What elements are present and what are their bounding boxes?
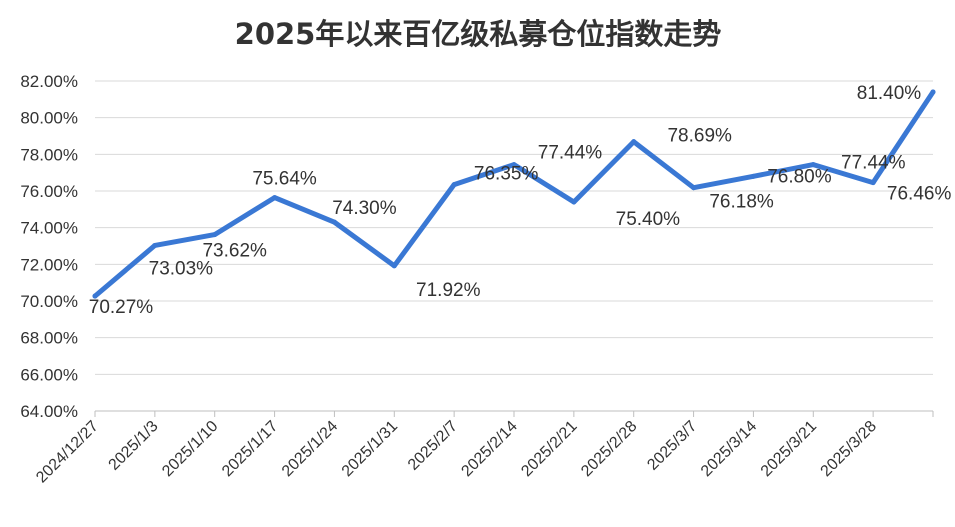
data-label: 76.18% [709, 192, 774, 213]
y-tick-label: 64.00% [20, 402, 78, 421]
data-label: 77.44% [841, 153, 906, 174]
x-tick-label: 2025/2/21 [518, 418, 580, 480]
x-tick-label: 2025/1/24 [279, 418, 341, 480]
data-labels: 70.27% 73.03%73.62% 75.64% 74.30% 71.92% 76.3… [89, 83, 952, 318]
x-tick-label: 2025/1/10 [159, 418, 221, 480]
data-point [750, 173, 756, 179]
x-tick-label: 2025/3/28 [818, 418, 880, 480]
y-tick-label: 68.00% [20, 329, 78, 348]
axes [94, 410, 934, 417]
y-axis-tick-labels: 64.00% 66.00% 68.00% 70.00% 72.00% 74.00% 76.0… [20, 72, 78, 421]
y-tick-label: 80.00% [20, 109, 78, 128]
data-label: 75.64% [252, 169, 317, 190]
data-point [92, 293, 98, 299]
data-point [451, 182, 457, 188]
y-tick-label: 78.00% [20, 145, 78, 164]
y-tick-label: 66.00% [20, 365, 78, 384]
data-point [511, 162, 517, 168]
data-label: 77.44% [538, 143, 603, 164]
series-layer [92, 89, 936, 299]
y-tick-label: 72.00% [20, 255, 78, 274]
data-point [631, 139, 637, 145]
y-tick-label: 82.00% [20, 72, 78, 91]
data-point [391, 263, 397, 269]
y-tick-label: 76.00% [20, 182, 78, 201]
data-point [272, 195, 278, 201]
data-label: 75.40% [616, 209, 681, 230]
data-label: 78.69% [667, 126, 732, 147]
data-label: 73.62% [202, 241, 267, 262]
data-label: 73.03% [149, 258, 214, 279]
x-tick-label: 2025/2/28 [578, 418, 640, 480]
x-tick-label: 2025/1/3 [106, 418, 162, 474]
gridlines [95, 80, 933, 375]
data-point [691, 185, 697, 191]
chart-title: 2025年以来百亿级私募仓位指数走势 [235, 17, 722, 51]
y-tick-label: 70.00% [20, 292, 78, 311]
data-label: 74.30% [332, 198, 397, 219]
data-label: 76.80% [767, 166, 832, 187]
x-axis-tick-labels: 2024/12/27 2025/1/32025/1/102025/1/172025… [33, 418, 880, 487]
data-point [212, 232, 218, 238]
data-point [870, 180, 876, 186]
x-tick-label: 2024/12/27 [33, 418, 102, 487]
y-tick-label: 74.00% [20, 219, 78, 238]
x-tick-label: 2025/1/31 [339, 418, 401, 480]
data-point [571, 199, 577, 205]
x-tick-label: 2025/1/17 [219, 418, 281, 480]
x-tick-label: 2025/3/21 [758, 418, 820, 480]
data-point [930, 89, 936, 95]
data-point [152, 242, 158, 248]
data-label: 81.40% [857, 83, 922, 104]
data-point [810, 162, 816, 168]
data-label: 76.46% [887, 184, 952, 205]
data-label: 70.27% [89, 297, 154, 318]
series-line [92, 89, 936, 299]
x-tick-label: 2025/2/14 [458, 418, 520, 480]
x-tick-label: 2025/3/7 [644, 418, 700, 474]
data-label: 71.92% [416, 280, 481, 301]
x-tick-label: 2025/3/14 [698, 418, 760, 480]
x-tick-label: 2025/2/7 [405, 418, 461, 474]
data-point [331, 219, 337, 225]
data-label: 76.35% [474, 164, 539, 185]
